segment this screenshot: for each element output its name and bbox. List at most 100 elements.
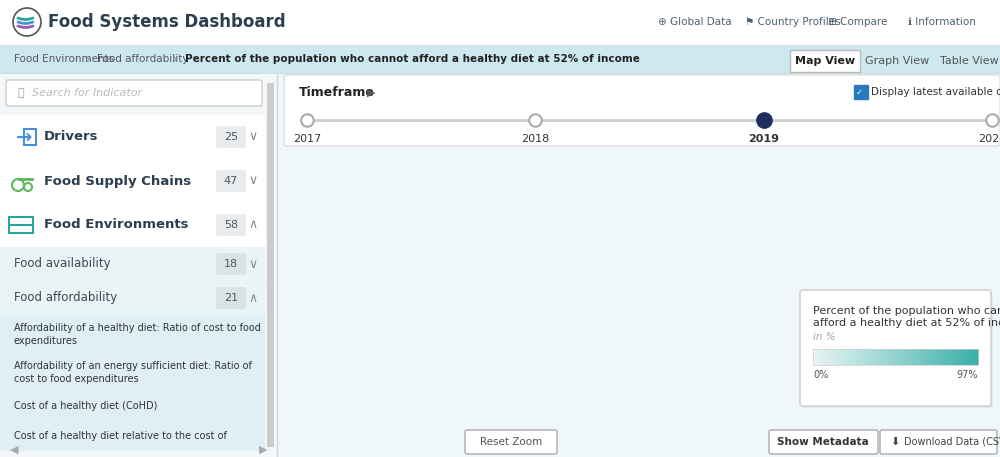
Bar [946, 349, 948, 365]
Bar [916, 349, 918, 365]
Text: Cost of a healthy diet relative to the cost of: Cost of a healthy diet relative to the c… [14, 431, 227, 441]
Bar [953, 349, 954, 365]
Text: 0%: 0% [813, 370, 828, 380]
Bar [877, 349, 878, 365]
Bar [822, 349, 823, 365]
Bar [906, 349, 908, 365]
Bar [845, 349, 846, 365]
Bar [870, 349, 872, 365]
Bar [816, 349, 818, 365]
FancyBboxPatch shape [934, 50, 1000, 72]
Bar [904, 349, 906, 365]
Bar [843, 349, 844, 365]
Bar [832, 349, 833, 365]
Text: ▶: ▶ [259, 445, 268, 455]
Bar [898, 349, 899, 365]
Bar [959, 349, 961, 365]
Bar [892, 349, 894, 365]
Bar [848, 349, 850, 365]
Text: Show Metadata: Show Metadata [777, 437, 869, 447]
Bar [952, 349, 953, 365]
Bar [940, 349, 941, 365]
FancyBboxPatch shape [802, 292, 993, 408]
Bar [947, 349, 949, 365]
Bar [897, 349, 898, 365]
Bar [893, 349, 895, 365]
Bar [874, 349, 875, 365]
Bar [894, 349, 896, 365]
FancyBboxPatch shape [216, 287, 246, 309]
Bar [827, 349, 829, 365]
Bar [835, 349, 837, 365]
Bar [933, 349, 934, 365]
FancyBboxPatch shape [465, 430, 557, 454]
Bar [814, 349, 816, 365]
Bar [267, 83, 274, 447]
Bar [918, 349, 919, 365]
Bar [908, 349, 909, 365]
Text: expenditures: expenditures [14, 336, 78, 346]
Text: 47: 47 [224, 176, 238, 186]
Bar [828, 349, 830, 365]
Text: ∧: ∧ [248, 292, 258, 304]
Bar [944, 349, 946, 365]
Bar [0, 45, 1000, 73]
Text: 18: 18 [224, 259, 238, 269]
Bar [963, 349, 964, 365]
Text: Food Environments: Food Environments [44, 218, 188, 232]
Bar [878, 349, 880, 365]
FancyBboxPatch shape [854, 85, 868, 99]
Bar [820, 349, 821, 365]
Bar [927, 349, 929, 365]
Bar [844, 349, 845, 365]
FancyBboxPatch shape [216, 253, 246, 275]
Bar [975, 349, 976, 365]
Bar [855, 349, 856, 365]
Bar [889, 349, 891, 365]
Bar [954, 349, 955, 365]
Bar [899, 349, 900, 365]
Bar [948, 349, 950, 365]
Text: Affordability of a healthy diet: Ratio of cost to food: Affordability of a healthy diet: Ratio o… [14, 323, 261, 333]
Bar [24, 129, 36, 145]
Bar [849, 349, 851, 365]
Bar [0, 247, 265, 281]
Bar [976, 349, 977, 365]
Bar [930, 349, 931, 365]
Bar [966, 349, 968, 365]
Text: Drivers: Drivers [44, 131, 98, 143]
Text: 🔍: 🔍 [18, 88, 25, 98]
Bar [925, 349, 927, 365]
Text: 21: 21 [224, 293, 238, 303]
Bar [0, 115, 265, 159]
Text: Percent of the population who cannot: Percent of the population who cannot [813, 306, 1000, 316]
Bar [826, 349, 828, 365]
Text: ✓: ✓ [856, 87, 863, 96]
Text: 2017: 2017 [293, 134, 321, 144]
Text: 2018: 2018 [521, 134, 549, 144]
Bar [858, 349, 860, 365]
Bar [0, 315, 265, 353]
Text: 25: 25 [224, 132, 238, 142]
Bar [901, 349, 903, 365]
Bar [871, 349, 873, 365]
Text: ›: › [173, 53, 178, 65]
Bar [896, 349, 897, 365]
Bar [0, 281, 265, 315]
Text: ⊕ Global Data: ⊕ Global Data [658, 17, 732, 27]
Bar [968, 349, 970, 365]
Bar [842, 349, 843, 365]
Bar [879, 349, 881, 365]
Bar [836, 349, 838, 365]
Text: Display latest available data: Display latest available data [871, 87, 1000, 97]
Bar [861, 349, 863, 365]
Bar [969, 349, 971, 365]
Text: ⚑ Country Profiles: ⚑ Country Profiles [745, 17, 841, 27]
FancyBboxPatch shape [800, 290, 991, 406]
Text: ◀: ◀ [10, 445, 18, 455]
Bar [0, 353, 265, 391]
Bar [813, 349, 815, 365]
Bar [887, 349, 888, 365]
Text: ∧: ∧ [248, 218, 258, 232]
Bar [945, 349, 947, 365]
